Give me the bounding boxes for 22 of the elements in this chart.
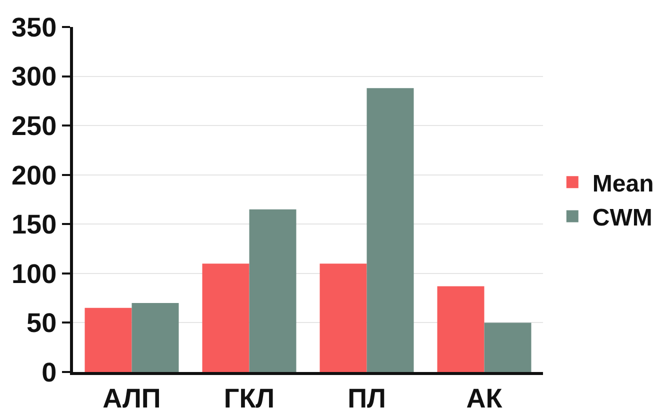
bar: [366, 88, 414, 372]
y-tick-label: 250: [12, 111, 57, 142]
x-tick-label: ГКЛ: [224, 383, 275, 414]
bar: [84, 308, 132, 372]
x-tick-label: АЛП: [102, 383, 161, 414]
x-tick-label: ПЛ: [348, 383, 386, 414]
y-tick-label: 50: [26, 308, 57, 338]
legend-label: CWM: [592, 204, 652, 232]
bar: [249, 209, 296, 372]
bar: [437, 286, 484, 372]
y-tick-label: 100: [12, 258, 57, 289]
y-tick-label: 150: [12, 210, 57, 240]
y-tick-label: 350: [12, 12, 57, 42]
x-tick-label: АК: [466, 383, 503, 414]
bar: [484, 322, 532, 372]
bar: [132, 303, 179, 372]
y-tick-label: 200: [12, 160, 57, 190]
y-tick-label: 300: [12, 62, 57, 92]
bar: [202, 264, 250, 372]
legend-label: Mean: [592, 170, 654, 198]
y-tick-label: 0: [42, 357, 57, 388]
bar: [320, 264, 367, 372]
